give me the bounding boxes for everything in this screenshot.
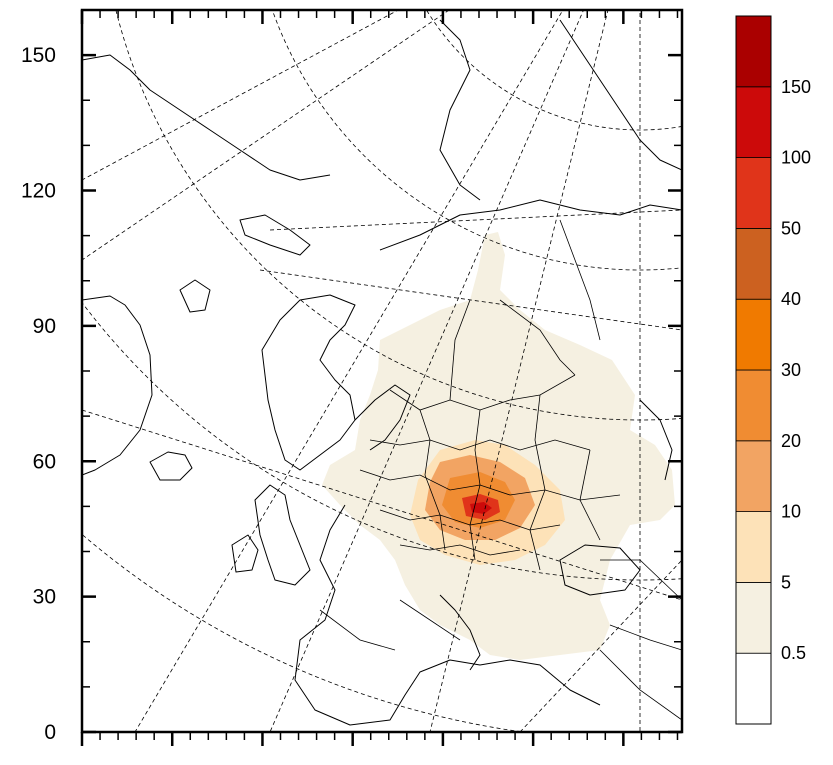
- map-panel: 0 30 60 90 120 150: [21, 8, 684, 746]
- colorbar-labels: 0.5 5 10 20 30 40 50 100 150: [781, 77, 811, 663]
- colorbar-label: 50: [781, 218, 801, 238]
- siberia-north-coast: [439, 19, 481, 201]
- coastlines: [82, 19, 682, 726]
- italy-coast: [439, 594, 481, 671]
- colorbar-swatch: [735, 369, 772, 442]
- y-axis-labels: 0 30 60 90 120 150: [21, 44, 56, 744]
- ireland-coast: [231, 534, 259, 573]
- colorbar-swatch: [735, 298, 772, 371]
- y-tick-label: 60: [33, 450, 56, 473]
- greenland-coast: [82, 295, 153, 476]
- colorbar-label: 5: [781, 572, 791, 592]
- graticule: [82, 10, 682, 732]
- europe-west-coast: [294, 504, 601, 726]
- colorbar-swatch: [735, 86, 772, 159]
- east-coast: [559, 19, 682, 171]
- colorbar-swatch: [735, 227, 772, 300]
- colorbar-label: 100: [781, 148, 811, 168]
- y-tick-label: 150: [21, 44, 56, 67]
- colorbar-label: 150: [781, 77, 811, 97]
- colorbar-label: 10: [781, 502, 801, 522]
- colorbar-swatch: [735, 157, 772, 229]
- arctic-russia-coast: [379, 199, 682, 251]
- colorbar: 0.5 5 10 20 30 40 50 100 150: [735, 15, 811, 725]
- colorbar-label: 30: [781, 360, 801, 380]
- colorbar-swatch: [735, 582, 772, 654]
- northern-islands-coast: [82, 54, 331, 181]
- country-borders: [319, 219, 682, 721]
- novaya-zemlya-coast: [239, 214, 311, 256]
- x-axis-ticks: [80, 10, 679, 746]
- colorbar-swatch: [735, 511, 772, 583]
- colorbar-swatch: [735, 440, 772, 512]
- scandinavia-coast: [261, 294, 356, 471]
- y-axis-ticks-right: [668, 9, 682, 734]
- plume-level-peak: [470, 502, 492, 514]
- y-tick-label: 90: [33, 315, 56, 338]
- colorbar-swatch: [735, 15, 772, 88]
- colorbar-label: 20: [781, 431, 801, 451]
- colorbar-swatches: [735, 15, 772, 725]
- baltic-coast: [354, 384, 411, 451]
- y-axis-ticks: [82, 9, 96, 734]
- y-tick-label: 0: [44, 721, 56, 744]
- colorbar-frame: [735, 15, 772, 725]
- colorbar-label: 40: [781, 289, 801, 309]
- black-sea-coast: [559, 544, 641, 596]
- caspian-coast: [639, 399, 673, 481]
- britain-coast: [254, 484, 311, 586]
- colorbar-swatch: [735, 652, 772, 725]
- y-tick-label: 30: [33, 586, 56, 609]
- svalbard-coast: [179, 279, 211, 313]
- colorbar-label: 0.5: [781, 643, 806, 663]
- y-tick-label: 120: [21, 180, 56, 203]
- concentration-field: [322, 232, 675, 660]
- iceland-coast: [149, 451, 193, 481]
